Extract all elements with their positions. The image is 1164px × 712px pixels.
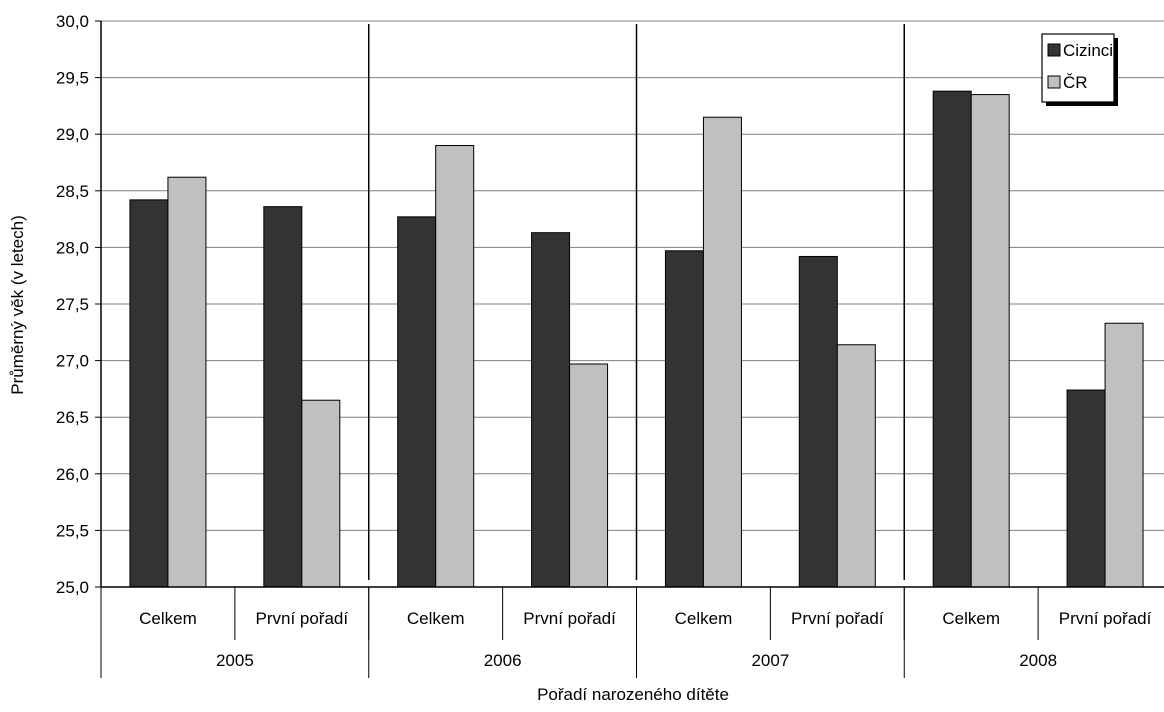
y-tick-label: 26,0 xyxy=(56,465,89,484)
y-tick-label: 30,0 xyxy=(56,12,89,31)
bar--r-4 xyxy=(702,116,742,588)
y-tick-label: 29,0 xyxy=(56,125,89,144)
legend-swatch xyxy=(1047,43,1061,57)
legend-swatch xyxy=(1047,75,1061,89)
bar--r-7 xyxy=(1104,322,1144,588)
y-tick-label: 26,5 xyxy=(56,408,89,427)
x-category-label: První pořadí xyxy=(523,609,616,628)
legend-label: ČR xyxy=(1063,73,1088,92)
bar-cizinci-3 xyxy=(531,232,571,588)
x-category-label: První pořadí xyxy=(256,609,349,628)
x-tick-labels: Celkem První pořadí Celkem První pořadí Celk… xyxy=(139,609,1152,670)
bar-cizinci-0 xyxy=(129,199,169,588)
legend: Cizinci ČR xyxy=(1041,33,1118,106)
y-tick-label: 25,0 xyxy=(56,578,89,597)
bar-cizinci-1 xyxy=(263,206,303,588)
x-group-label: 2007 xyxy=(751,651,789,670)
axes xyxy=(95,20,1164,678)
bar-cizinci-5 xyxy=(798,255,838,588)
x-category-label: První pořadí xyxy=(1059,609,1152,628)
y-tick-label: 25,5 xyxy=(56,521,89,540)
y-tick-label: 28,5 xyxy=(56,182,89,201)
y-tick-label: 28,0 xyxy=(56,238,89,257)
y-tick-label: 27,0 xyxy=(56,352,89,371)
bar-cizinci-4 xyxy=(664,250,704,588)
x-group-label: 2008 xyxy=(1019,651,1057,670)
x-category-label: První pořadí xyxy=(791,609,884,628)
y-axis-title: Průměrný věk (v letech) xyxy=(8,215,27,395)
x-group-label: 2005 xyxy=(216,651,254,670)
bar--r-6 xyxy=(970,94,1010,588)
y-tick-label: 27,5 xyxy=(56,295,89,314)
y-tick-labels: 25,0 25,5 26,0 26,5 27,0 27,5 28,0 28,5 29,0 29,5… xyxy=(56,12,89,597)
x-axis-title: Pořadí narozeného dítěte xyxy=(537,685,729,704)
bar-cizinci-2 xyxy=(397,216,437,588)
bar-cizinci-6 xyxy=(932,90,972,588)
x-category-label: Celkem xyxy=(675,609,733,628)
legend-label: Cizinci xyxy=(1063,41,1113,60)
bar--r-1 xyxy=(301,399,341,588)
bar--r-5 xyxy=(836,344,876,588)
x-category-label: Celkem xyxy=(407,609,465,628)
bar-cizinci-7 xyxy=(1066,389,1106,588)
x-category-label: Celkem xyxy=(139,609,197,628)
bar--r-0 xyxy=(167,176,207,588)
bar--r-3 xyxy=(569,363,609,588)
x-group-label: 2006 xyxy=(484,651,522,670)
y-tick-label: 29,5 xyxy=(56,69,89,88)
x-category-label: Celkem xyxy=(942,609,1000,628)
bar--r-2 xyxy=(435,145,475,588)
